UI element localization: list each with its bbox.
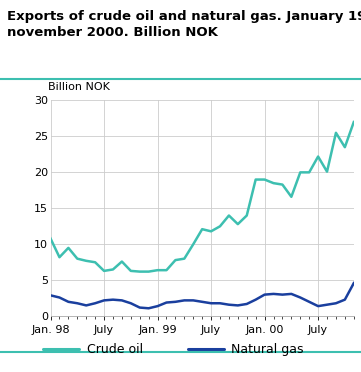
Text: Natural gas: Natural gas — [231, 343, 304, 356]
Text: Exports of crude oil and natural gas. January 1998-
november 2000. Billion NOK: Exports of crude oil and natural gas. Ja… — [7, 10, 361, 39]
Text: Billion NOK: Billion NOK — [48, 82, 109, 92]
Text: Crude oil: Crude oil — [87, 343, 143, 356]
